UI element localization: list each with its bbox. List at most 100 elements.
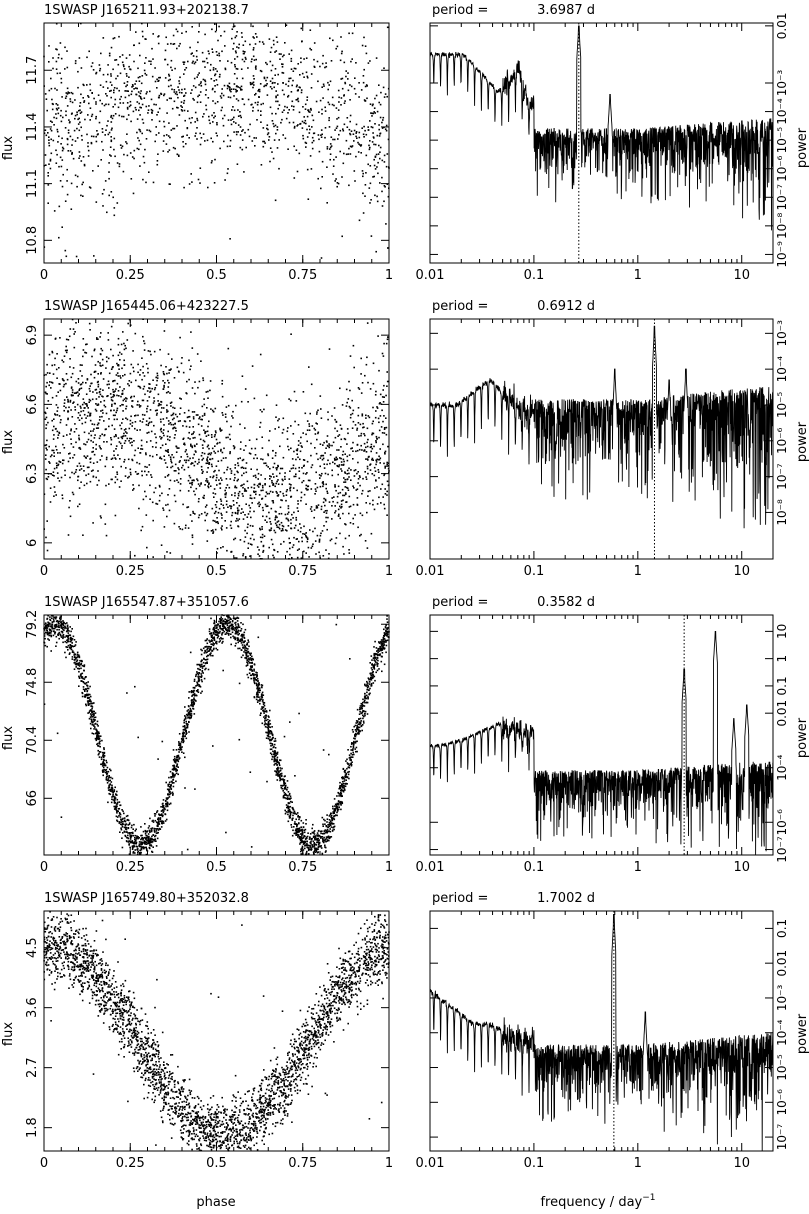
data-point [249, 497, 252, 499]
data-point [159, 494, 161, 497]
data-point [216, 521, 219, 523]
data-point [254, 94, 256, 96]
data-point [221, 528, 223, 531]
data-point [139, 429, 141, 431]
data-point [321, 176, 323, 178]
data-point [251, 502, 253, 504]
data-point [183, 186, 185, 189]
data-point [246, 661, 248, 663]
data-point [69, 634, 72, 636]
data-point [65, 406, 67, 409]
data-point [365, 154, 368, 157]
data-point [379, 116, 382, 119]
data-point [162, 822, 165, 824]
data-point [110, 73, 112, 75]
data-point [296, 556, 299, 559]
data-point [221, 514, 223, 516]
data-point [328, 446, 330, 449]
data-point [70, 387, 73, 389]
data-point [323, 467, 326, 469]
data-point [219, 427, 221, 430]
data-point [204, 140, 206, 142]
data-point [148, 171, 150, 173]
data-point [47, 184, 50, 186]
data-point [259, 353, 262, 356]
data-point [53, 210, 56, 212]
data-point [365, 133, 368, 136]
data-point [208, 452, 211, 455]
data-point [142, 335, 144, 338]
data-point [144, 465, 146, 468]
data-point [113, 428, 116, 430]
data-point [128, 76, 130, 78]
data-point [97, 427, 100, 429]
data-point [352, 441, 354, 444]
data-point [292, 79, 294, 82]
data-point [303, 525, 305, 528]
data-point [278, 53, 281, 55]
data-point [110, 396, 113, 399]
data-point [157, 822, 159, 824]
data-point [191, 62, 194, 64]
data-point [364, 184, 367, 186]
data-point [113, 207, 116, 209]
data-point [275, 468, 278, 471]
data-point [93, 716, 96, 719]
data-point [78, 157, 80, 159]
data-point [383, 642, 385, 644]
data-point [340, 468, 342, 470]
data-point [112, 466, 114, 468]
data-point [252, 106, 254, 109]
data-point [97, 380, 99, 383]
data-point [360, 444, 362, 447]
data-point [98, 445, 101, 447]
data-point [335, 805, 338, 807]
data-point [59, 180, 62, 182]
data-point [244, 557, 247, 559]
data-point [191, 446, 194, 449]
data-point [207, 453, 210, 456]
data-point [50, 138, 52, 141]
data-point [87, 95, 89, 97]
data-point [360, 144, 363, 146]
data-point [297, 440, 300, 442]
row-2: 1SWASP J165445.06+423227.5 flux 0 0.25 0.5… [1, 299, 809, 579]
data-point [351, 32, 354, 35]
data-point [173, 127, 176, 130]
data-point [159, 486, 161, 488]
data-point [242, 44, 245, 46]
data-point [45, 427, 47, 430]
data-point [183, 109, 186, 112]
data-point [343, 494, 346, 497]
data-point [248, 135, 251, 138]
data-point [194, 513, 196, 515]
data-point [345, 75, 347, 78]
data-point [176, 153, 179, 156]
data-point [85, 343, 87, 346]
data-point [303, 122, 305, 124]
data-point [142, 155, 145, 158]
data-point [206, 458, 208, 460]
data-point [74, 174, 77, 177]
data-point [126, 814, 129, 817]
data-point [135, 379, 137, 382]
data-point [218, 76, 221, 78]
data-point [365, 502, 367, 504]
data-point [129, 152, 132, 154]
data-point [105, 103, 107, 106]
data-point [139, 452, 142, 454]
data-point [123, 812, 125, 815]
data-point [270, 475, 272, 478]
data-point [128, 65, 130, 68]
data-point [65, 646, 67, 648]
data-point [267, 454, 270, 457]
data-point [268, 546, 270, 549]
data-point [321, 458, 324, 461]
data-point [89, 89, 92, 92]
data-point [382, 636, 385, 639]
data-point [56, 130, 59, 133]
data-point [117, 364, 120, 367]
data-point [275, 96, 277, 99]
x-tick-label: 0.01 [416, 564, 445, 579]
data-point [335, 107, 338, 109]
